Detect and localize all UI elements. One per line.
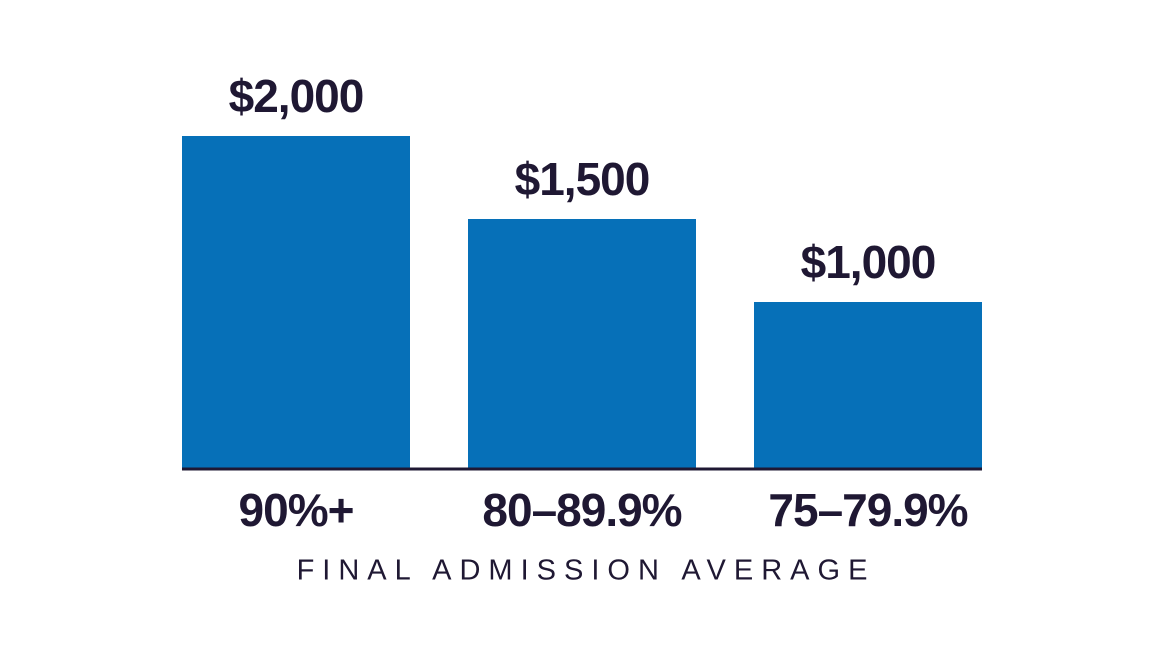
value-label: $2,000 [229,70,364,122]
bar [468,219,696,468]
x-tick-label: 75–79.9% [768,484,967,536]
bar [182,136,410,468]
value-label: $1,500 [515,153,650,205]
x-tick-label: 80–89.9% [482,484,681,536]
bar [754,302,982,468]
x-axis-title: FINAL ADMISSION AVERAGE [297,555,876,587]
value-label: $1,000 [801,236,936,288]
x-tick-label: 90%+ [239,484,354,536]
